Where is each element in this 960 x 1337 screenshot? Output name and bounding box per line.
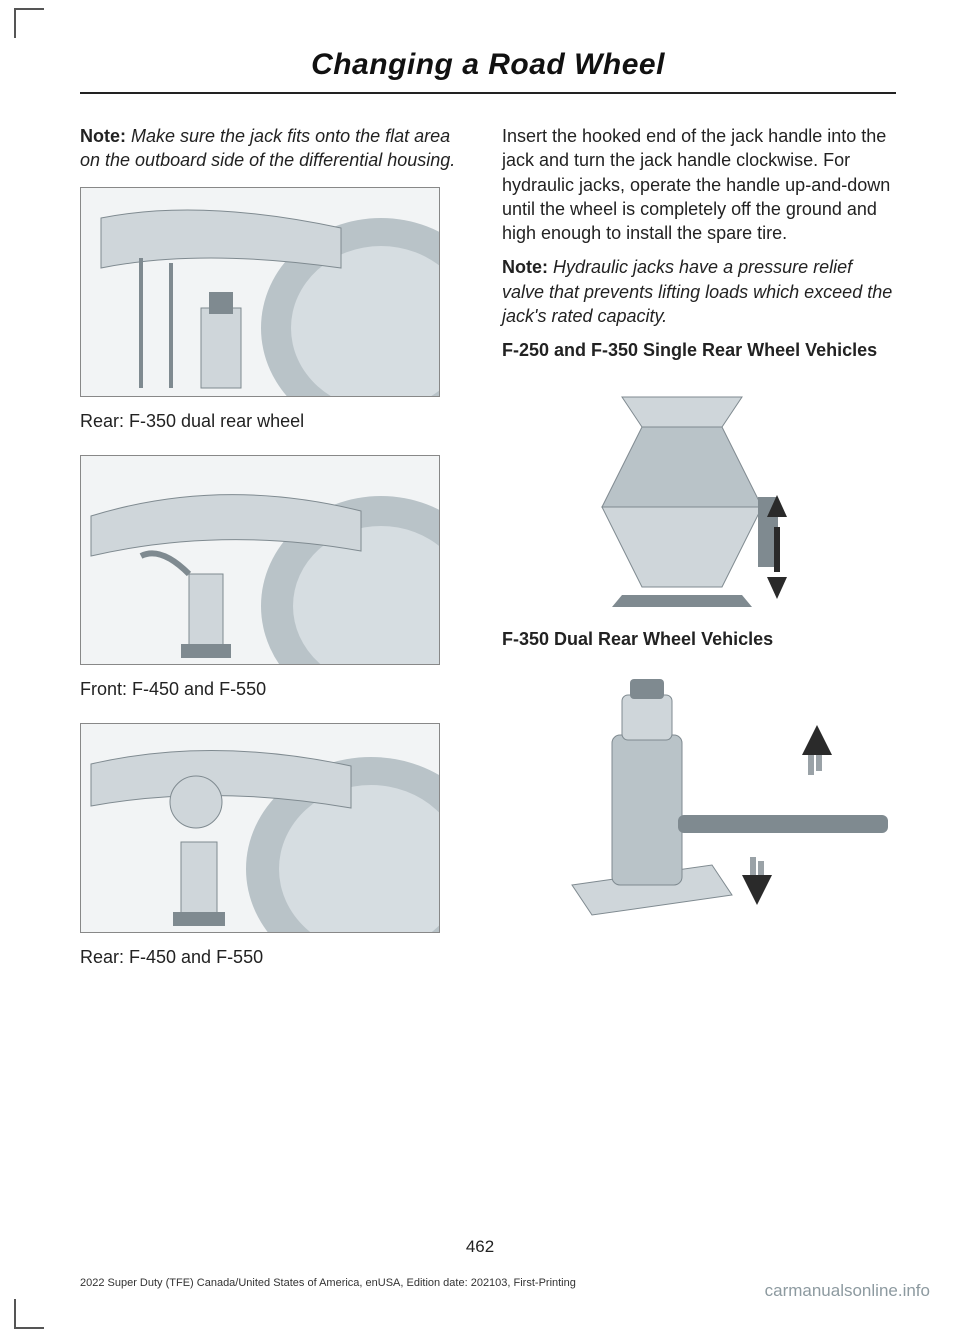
figure-rear-f350-drw [80, 187, 440, 397]
caption-rear-f350-drw: Rear: F-350 dual rear wheel [80, 409, 474, 433]
instruction-paragraph: Insert the hooked end of the jack handle… [502, 124, 896, 245]
note-differential: Note: Make sure the jack fits onto the f… [80, 124, 474, 173]
figure-front-f450-f550 [80, 455, 440, 665]
note-hydraulic: Note: Hydraulic jacks have a pressure re… [502, 255, 896, 328]
page-number: 462 [0, 1237, 960, 1257]
crop-mark-bottom-left [14, 1299, 44, 1329]
note-body: Make sure the jack fits onto the flat ar… [80, 126, 455, 170]
subheading-srw: F-250 and F-350 Single Rear Wheel Vehicl… [502, 338, 896, 362]
page-title: Changing a Road Wheel [80, 48, 896, 92]
footer-edition-line: 2022 Super Duty (TFE) Canada/United Stat… [80, 1277, 576, 1289]
figure-jack-srw [502, 377, 862, 617]
header-rule [80, 92, 896, 94]
caption-rear-f450-f550: Rear: F-450 and F-550 [80, 945, 474, 969]
watermark: carmanualsonline.info [765, 1281, 930, 1301]
figure-jack-drw [502, 665, 862, 905]
right-column: Insert the hooked end of the jack handle… [502, 124, 896, 991]
figure-rear-f450-f550 [80, 723, 440, 933]
subheading-drw: F-350 Dual Rear Wheel Vehicles [502, 627, 896, 651]
crop-mark-top-left [14, 8, 44, 38]
caption-front-f450-f550: Front: F-450 and F-550 [80, 677, 474, 701]
note-body-2: Hydraulic jacks have a pressure relief v… [502, 257, 892, 326]
content-columns: Note: Make sure the jack fits onto the f… [80, 124, 896, 991]
note-label: Note: [80, 126, 126, 146]
left-column: Note: Make sure the jack fits onto the f… [80, 124, 474, 991]
note-label-2: Note: [502, 257, 548, 277]
